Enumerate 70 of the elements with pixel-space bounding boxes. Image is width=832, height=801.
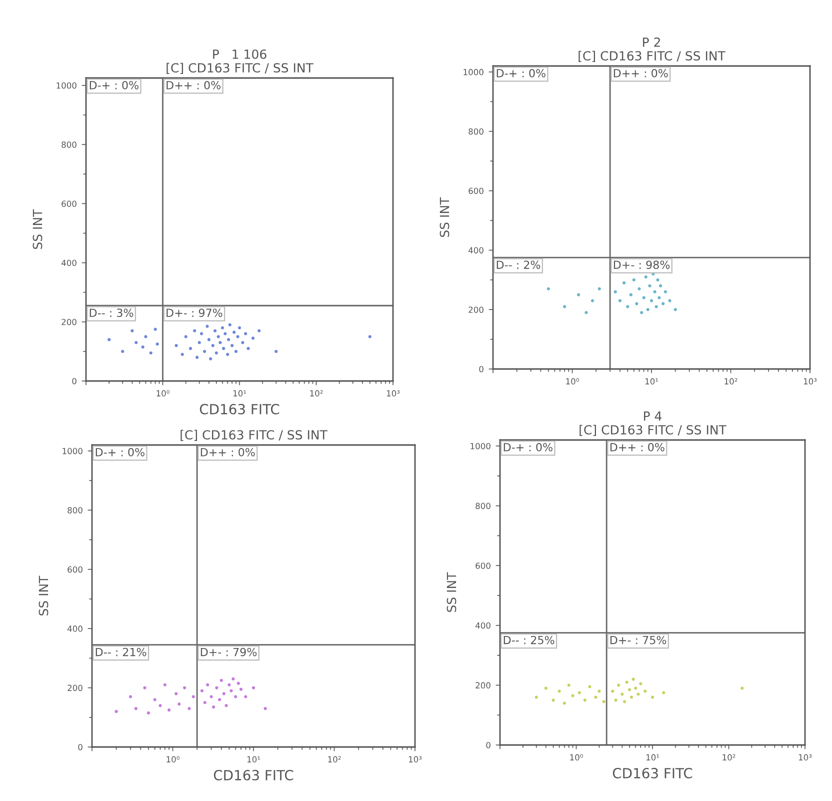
y-tick-label: 400 bbox=[468, 247, 484, 254]
y-axis-title: SS INT bbox=[446, 572, 456, 612]
y-tick-label: 200 bbox=[476, 682, 490, 688]
x-tick-label: 10² bbox=[328, 756, 341, 762]
annotation: D+- : 79% bbox=[200, 648, 257, 656]
y-tick-label: 1000 bbox=[470, 442, 490, 450]
y-tick-label: 400 bbox=[475, 622, 490, 629]
x-tick-label: 10³ bbox=[804, 378, 817, 384]
x-tick-label: 10⁰ bbox=[156, 390, 170, 396]
y-tick-label: 0 bbox=[72, 378, 76, 384]
y-tick-label: 0 bbox=[486, 742, 490, 748]
x-tick-label: 10² bbox=[724, 378, 738, 384]
y-tick-label: 600 bbox=[68, 566, 82, 573]
annotation: D+- : 97% bbox=[166, 308, 222, 317]
annotation: D-- : 3% bbox=[90, 308, 134, 317]
x-axis-title: CD163 FITC bbox=[214, 770, 294, 780]
annotation: D+- : 75% bbox=[610, 636, 666, 644]
x-tick-label: 10³ bbox=[408, 756, 422, 762]
annotation: D-- : 21% bbox=[96, 648, 146, 656]
annotation: D-+ : 0% bbox=[96, 448, 144, 456]
x-tick-label: 10⁰ bbox=[570, 754, 583, 760]
y-tick-label: 800 bbox=[468, 128, 484, 135]
chart-subtitle: [C] CD163 FITC / SS INT bbox=[166, 62, 314, 74]
y-tick-label: 800 bbox=[476, 502, 490, 510]
chart-subtitle: [C] CD163 FITC / SS INT bbox=[578, 50, 726, 62]
annotation: D-- : 25% bbox=[504, 636, 554, 644]
annotation: D++ : 0% bbox=[614, 68, 668, 78]
y-tick-label: 1000 bbox=[62, 448, 82, 454]
y-tick-label: 400 bbox=[61, 260, 76, 266]
annotation: D-+ : 0% bbox=[496, 68, 546, 78]
y-axis-title: SS INT bbox=[440, 197, 450, 237]
chart-title: P 1 106 bbox=[213, 49, 266, 59]
y-tick-label: 800 bbox=[68, 507, 82, 514]
annotation: D-+ : 0% bbox=[90, 80, 138, 90]
x-tick-label: 10⁰ bbox=[566, 378, 579, 384]
annotation: D++ : 0% bbox=[166, 80, 221, 90]
y-axis-title: SS INT bbox=[38, 576, 48, 616]
y-tick-label: 0 bbox=[479, 366, 484, 372]
chart-title: P 2 bbox=[642, 37, 660, 47]
y-tick-label: 0 bbox=[78, 744, 82, 750]
y-tick-label: 200 bbox=[68, 684, 82, 692]
y-tick-label: 1000 bbox=[56, 82, 76, 89]
annotation: D+- : 98% bbox=[614, 260, 670, 269]
x-tick-label: 10³ bbox=[386, 390, 400, 396]
annotation: D++ : 0% bbox=[610, 442, 664, 452]
annotation: D-+ : 0% bbox=[504, 442, 552, 452]
chart-subtitle: [C] CD163 FITC / SS INT bbox=[180, 430, 328, 442]
x-tick-label: 10⁰ bbox=[166, 756, 180, 762]
y-tick-label: 200 bbox=[468, 306, 484, 313]
chart-title: P 4 bbox=[644, 412, 662, 421]
x-tick-label: 10¹ bbox=[233, 390, 246, 396]
y-axis-title: SS INT bbox=[32, 209, 42, 249]
x-tick-label: 10¹ bbox=[646, 754, 660, 760]
y-tick-label: 200 bbox=[62, 318, 76, 326]
annotation: D++ : 0% bbox=[200, 448, 255, 456]
x-tick-label: 10³ bbox=[798, 754, 812, 760]
y-tick-label: 600 bbox=[476, 562, 490, 569]
y-tick-label: 1000 bbox=[464, 68, 484, 76]
annotation: D-- : 2% bbox=[496, 260, 540, 269]
y-tick-label: 600 bbox=[468, 188, 484, 194]
x-axis-title: CD163 FITC bbox=[200, 404, 280, 414]
y-tick-label: 600 bbox=[62, 200, 76, 207]
chart-subtitle: [C] CD163 FITC / SS INT bbox=[580, 424, 726, 436]
y-tick-label: 400 bbox=[67, 626, 82, 632]
y-tick-label: 800 bbox=[62, 141, 76, 148]
x-tick-label: 10¹ bbox=[645, 378, 658, 384]
x-tick-label: 10¹ bbox=[247, 756, 260, 762]
x-tick-label: 10² bbox=[722, 754, 736, 760]
x-tick-label: 10² bbox=[310, 390, 323, 396]
x-axis-title: CD163 FITC bbox=[612, 768, 692, 778]
